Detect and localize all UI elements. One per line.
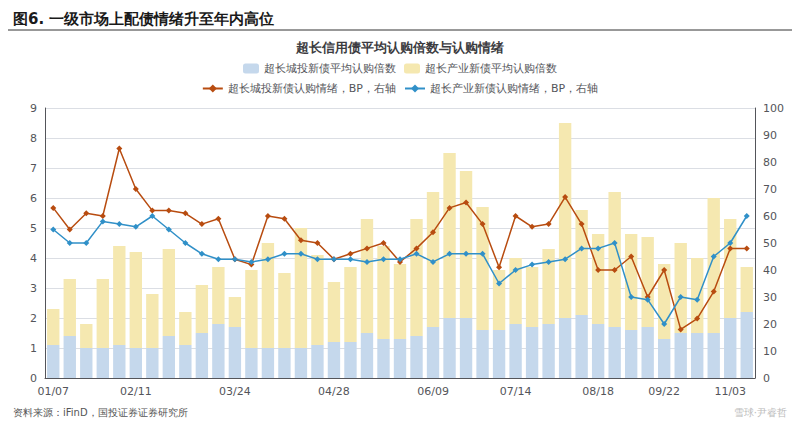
svg-text:60: 60 [763, 210, 777, 223]
svg-text:1: 1 [30, 342, 37, 355]
svg-text:03/24: 03/24 [219, 385, 251, 398]
svg-text:0: 0 [763, 372, 770, 385]
svg-text:超长城投新债平均认购倍数: 超长城投新债平均认购倍数 [264, 62, 396, 75]
svg-text:07/14: 07/14 [500, 385, 532, 398]
svg-text:02/11: 02/11 [120, 385, 152, 398]
svg-text:100: 100 [763, 102, 784, 115]
svg-text:11/03: 11/03 [714, 385, 746, 398]
svg-text:6: 6 [30, 192, 37, 205]
svg-text:8: 8 [30, 132, 37, 145]
svg-text:雪球·尹睿哲: 雪球·尹睿哲 [734, 407, 787, 418]
svg-text:超长城投新债认购情绪，BP，右轴: 超长城投新债认购情绪，BP，右轴 [228, 82, 396, 95]
svg-text:80: 80 [763, 156, 777, 169]
svg-text:0: 0 [30, 372, 37, 385]
svg-text:09/22: 09/22 [648, 385, 680, 398]
svg-text:超长产业新债认购情绪，BP，右轴: 超长产业新债认购情绪，BP，右轴 [430, 82, 598, 95]
svg-text:01/07: 01/07 [37, 385, 69, 398]
svg-text:5: 5 [30, 222, 37, 235]
svg-text:3: 3 [30, 282, 37, 295]
svg-text:04/28: 04/28 [318, 385, 350, 398]
svg-text:4: 4 [30, 252, 37, 265]
svg-text:08/18: 08/18 [582, 385, 614, 398]
svg-text:9: 9 [30, 102, 37, 115]
svg-text:2: 2 [30, 312, 37, 325]
svg-text:超长信用债平均认购倍数与认购情绪: 超长信用债平均认购倍数与认购情绪 [295, 40, 504, 55]
svg-text:50: 50 [763, 237, 777, 250]
svg-text:图6. 一级市场上配债情绪升至年内高位: 图6. 一级市场上配债情绪升至年内高位 [13, 10, 274, 28]
svg-text:超长产业新债平均认购倍数: 超长产业新债平均认购倍数 [425, 62, 557, 75]
svg-text:7: 7 [30, 162, 37, 175]
svg-text:40: 40 [763, 264, 777, 277]
svg-text:资料来源：iFinD，国投证券证券研究所: 资料来源：iFinD，国投证券证券研究所 [13, 407, 188, 418]
svg-text:20: 20 [763, 318, 777, 331]
svg-text:30: 30 [763, 291, 777, 304]
svg-text:90: 90 [763, 129, 777, 142]
svg-text:10: 10 [763, 345, 777, 358]
svg-text:70: 70 [763, 183, 777, 196]
svg-text:06/09: 06/09 [417, 385, 449, 398]
